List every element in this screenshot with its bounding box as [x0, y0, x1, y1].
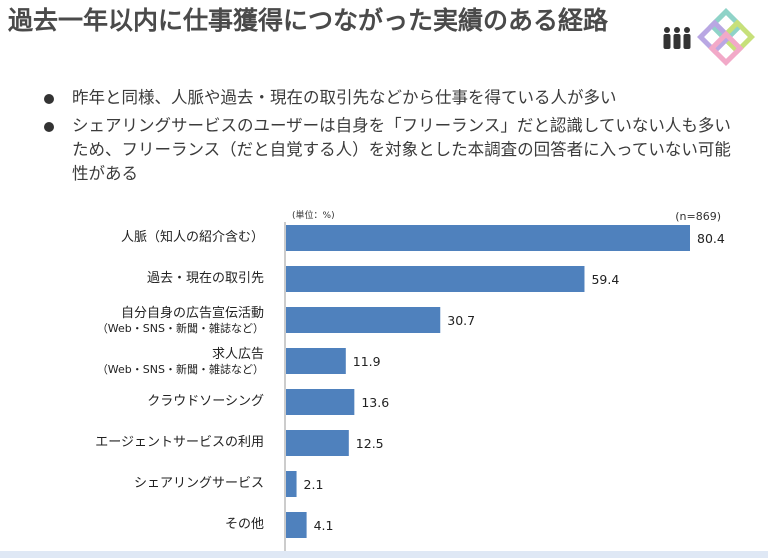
category-main-label: その他 — [224, 517, 264, 532]
category-label: 人脈（知人の紹介含む） — [121, 230, 264, 246]
bullet-dot-icon — [44, 122, 54, 132]
footer-band — [0, 551, 768, 558]
interlocking-squares-logo — [697, 8, 755, 66]
bar-value-label: 30.7 — [447, 313, 475, 328]
bar — [286, 471, 297, 497]
category-label: 求人広告 （Web・SNS・新聞・雑誌など） — [97, 347, 264, 376]
category-label: エージェントサービスの利用 — [95, 435, 264, 451]
category-label: 自分自身の広告宣伝活動 （Web・SNS・新聞・雑誌など） — [97, 306, 264, 335]
bar-value-label: 59.4 — [591, 272, 619, 287]
category-main-label: 過去・現在の取引先 — [146, 271, 264, 286]
bar — [286, 348, 346, 374]
bar — [286, 266, 585, 292]
unit-label: (単位：%) — [292, 211, 335, 221]
bar — [286, 307, 441, 333]
bullet-item: 昨年と同様、人脈や過去・現在の取引先などから仕事を得ている人が多い — [40, 86, 740, 110]
category-sub-label: （Web・SNS・新聞・雑誌など） — [96, 362, 264, 376]
bar-value-label: 13.6 — [361, 395, 389, 410]
bar — [286, 389, 355, 415]
bar-value-label: 4.1 — [314, 518, 334, 533]
bullet-dot-icon — [44, 94, 54, 104]
category-main-label: シェアリングサービス — [133, 476, 264, 491]
category-label: クラウドソーシング — [147, 394, 264, 410]
bar — [286, 512, 307, 538]
category-main-label: クラウドソーシング — [147, 394, 264, 409]
sample-size-label: (n=869) — [675, 210, 721, 223]
bar-value-label: 12.5 — [356, 436, 384, 451]
category-main-label: エージェントサービスの利用 — [95, 435, 264, 450]
category-main-label: 人脈（知人の紹介含む） — [120, 230, 264, 245]
bar-value-label: 2.1 — [304, 477, 324, 492]
category-label: その他 — [225, 517, 264, 533]
bullet-text: 昨年と同様、人脈や過去・現在の取引先などから仕事を得ている人が多い — [72, 88, 617, 107]
bar — [286, 225, 690, 251]
bullet-list: 昨年と同様、人脈や過去・現在の取引先などから仕事を得ている人が多い シェアリング… — [40, 86, 740, 190]
category-main-label: 自分自身の広告宣伝活動 — [120, 305, 264, 321]
bar-value-label: 11.9 — [353, 354, 381, 369]
category-sub-label: （Web・SNS・新聞・雑誌など） — [96, 321, 264, 335]
bullet-text: シェアリングサービスのユーザーは自身を「フリーランス」だと認識していない人も多い… — [72, 116, 731, 183]
people-group-icon — [663, 27, 691, 49]
page-title: 過去一年以内に仕事獲得につながった実績のある経路 — [8, 6, 609, 35]
bullet-item: シェアリングサービスのユーザーは自身を「フリーランス」だと認識していない人も多い… — [40, 114, 740, 186]
category-label: 過去・現在の取引先 — [147, 271, 264, 287]
bar — [286, 430, 349, 456]
bar-value-label: 80.4 — [697, 231, 725, 246]
category-main-label: 求人広告 — [211, 346, 264, 362]
category-label: シェアリングサービス — [134, 476, 264, 492]
